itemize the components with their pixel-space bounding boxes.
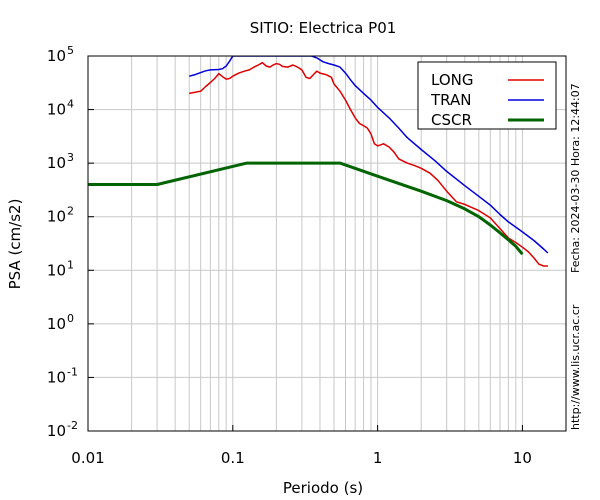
y-tick-exponent: 3: [67, 151, 74, 164]
y-tick-label: 10: [47, 422, 66, 440]
y-tick-label: 10: [47, 154, 66, 172]
grid-lines: [88, 56, 566, 431]
plot-frame: [87, 55, 567, 432]
legend-label-cscr: CSCR: [431, 111, 472, 129]
y-tick-exponent: -2: [67, 419, 78, 432]
y-tick-label: 10: [47, 261, 66, 279]
y-axis-label: PSA (cm/s2): [6, 199, 24, 290]
y-tick-label: 10: [47, 208, 66, 226]
legend-label-tran: TRAN: [430, 91, 471, 109]
timestamp-label: Fecha: 2024-03-30 Hora: 12:44:07: [569, 83, 582, 273]
y-tick-exponent: 4: [67, 98, 74, 111]
x-tick-label: 1: [373, 449, 383, 467]
series-line-tran: [189, 56, 549, 254]
y-tick-label: 10: [47, 368, 66, 386]
website-label: http://www.lis.ucr.ac.cr: [569, 304, 582, 430]
y-tick-exponent: 0: [67, 312, 74, 325]
y-tick-label: 10: [47, 101, 66, 119]
x-tick-label: 0.1: [221, 449, 245, 467]
x-tick-label: 10: [513, 449, 532, 467]
y-tick-label: 10: [47, 315, 66, 333]
legend-box: [417, 61, 557, 130]
y-tick-exponent: 2: [67, 205, 74, 218]
y-tick-exponent: 1: [67, 258, 74, 271]
legend-label-long: LONG: [431, 71, 473, 89]
x-axis-label: Periodo (s): [283, 479, 363, 497]
series-line-long: [189, 61, 548, 267]
y-tick-label: 10: [47, 47, 66, 65]
data-series: [88, 56, 549, 267]
legend: LONG TRAN CSCR: [417, 61, 557, 130]
series-line-cscr: [88, 161, 524, 256]
y-tick-exponent: -1: [67, 365, 78, 378]
chart-title: SITIO: Electrica P01: [250, 19, 397, 37]
x-tick-label: 0.01: [71, 449, 104, 467]
y-tick-exponent: 5: [67, 44, 74, 57]
x-ticks: 0.01 0.1 1 10: [71, 425, 532, 467]
